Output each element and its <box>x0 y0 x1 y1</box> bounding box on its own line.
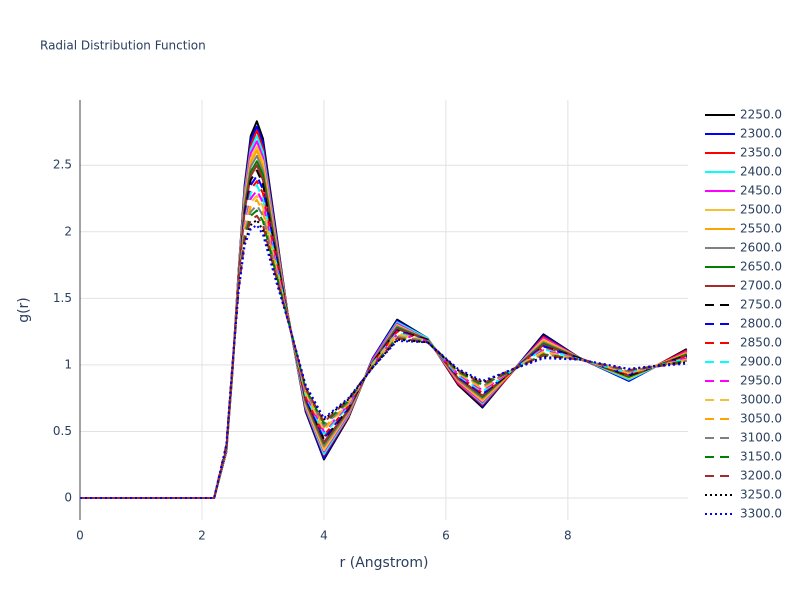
legend-label: 3150.0 <box>740 450 782 464</box>
x-tick-label: 8 <box>564 529 572 543</box>
legend-label: 3200.0 <box>740 469 782 483</box>
legend-label: 3300.0 <box>740 507 782 521</box>
x-tick-label: 2 <box>198 529 206 543</box>
legend-label: 2650.0 <box>740 260 782 274</box>
y-tick-label: 2 <box>64 224 72 238</box>
x-tick-label: 4 <box>320 529 328 543</box>
data-line <box>80 164 688 500</box>
data-line <box>80 169 688 500</box>
y-tick-label: 1.5 <box>53 291 72 305</box>
legend-label: 2600.0 <box>740 241 782 255</box>
data-line <box>80 174 688 500</box>
legend-label: 2400.0 <box>740 165 782 179</box>
data-line <box>80 209 687 500</box>
x-axis-title: r (Angstrom) <box>340 555 429 571</box>
legend-label: 3050.0 <box>740 412 782 426</box>
legend-label: 2700.0 <box>740 279 782 293</box>
y-tick-label: 2.5 <box>53 158 72 172</box>
y-tick-label: 0.5 <box>53 424 72 438</box>
data-line <box>80 134 688 500</box>
data-line <box>80 120 688 500</box>
data-line <box>80 154 688 500</box>
x-tick-label: 0 <box>76 529 84 543</box>
legend-label: 2800.0 <box>740 317 782 331</box>
data-line <box>80 149 688 500</box>
data-line <box>80 218 687 500</box>
legend-label: 2750.0 <box>740 298 782 312</box>
y-tick-label: 1 <box>64 357 72 371</box>
x-tick-label: 6 <box>442 529 450 543</box>
data-line <box>80 140 688 500</box>
data-line <box>80 129 688 500</box>
legend-label: 2500.0 <box>740 203 782 217</box>
legend-label: 2950.0 <box>740 374 782 388</box>
legend-label: 2550.0 <box>740 222 782 236</box>
legend-label: 3250.0 <box>740 488 782 502</box>
legend-label: 2250.0 <box>740 108 782 122</box>
legend-label: 2450.0 <box>740 184 782 198</box>
data-line <box>80 160 688 500</box>
legend-label: 3100.0 <box>740 431 782 445</box>
legend-label: 2850.0 <box>740 336 782 350</box>
y-axis-title: g(r) <box>16 297 32 323</box>
legend-label: 2300.0 <box>740 127 782 141</box>
legend-label: 2350.0 <box>740 146 782 160</box>
legend-label: 2900.0 <box>740 355 782 369</box>
legend-label: 3000.0 <box>740 393 782 407</box>
chart-title: Radial Distribution Function <box>40 39 206 53</box>
data-line <box>80 214 687 500</box>
data-line <box>80 224 687 500</box>
data-line <box>80 125 688 500</box>
y-tick-label: 0 <box>64 491 72 505</box>
data-line <box>80 145 688 500</box>
